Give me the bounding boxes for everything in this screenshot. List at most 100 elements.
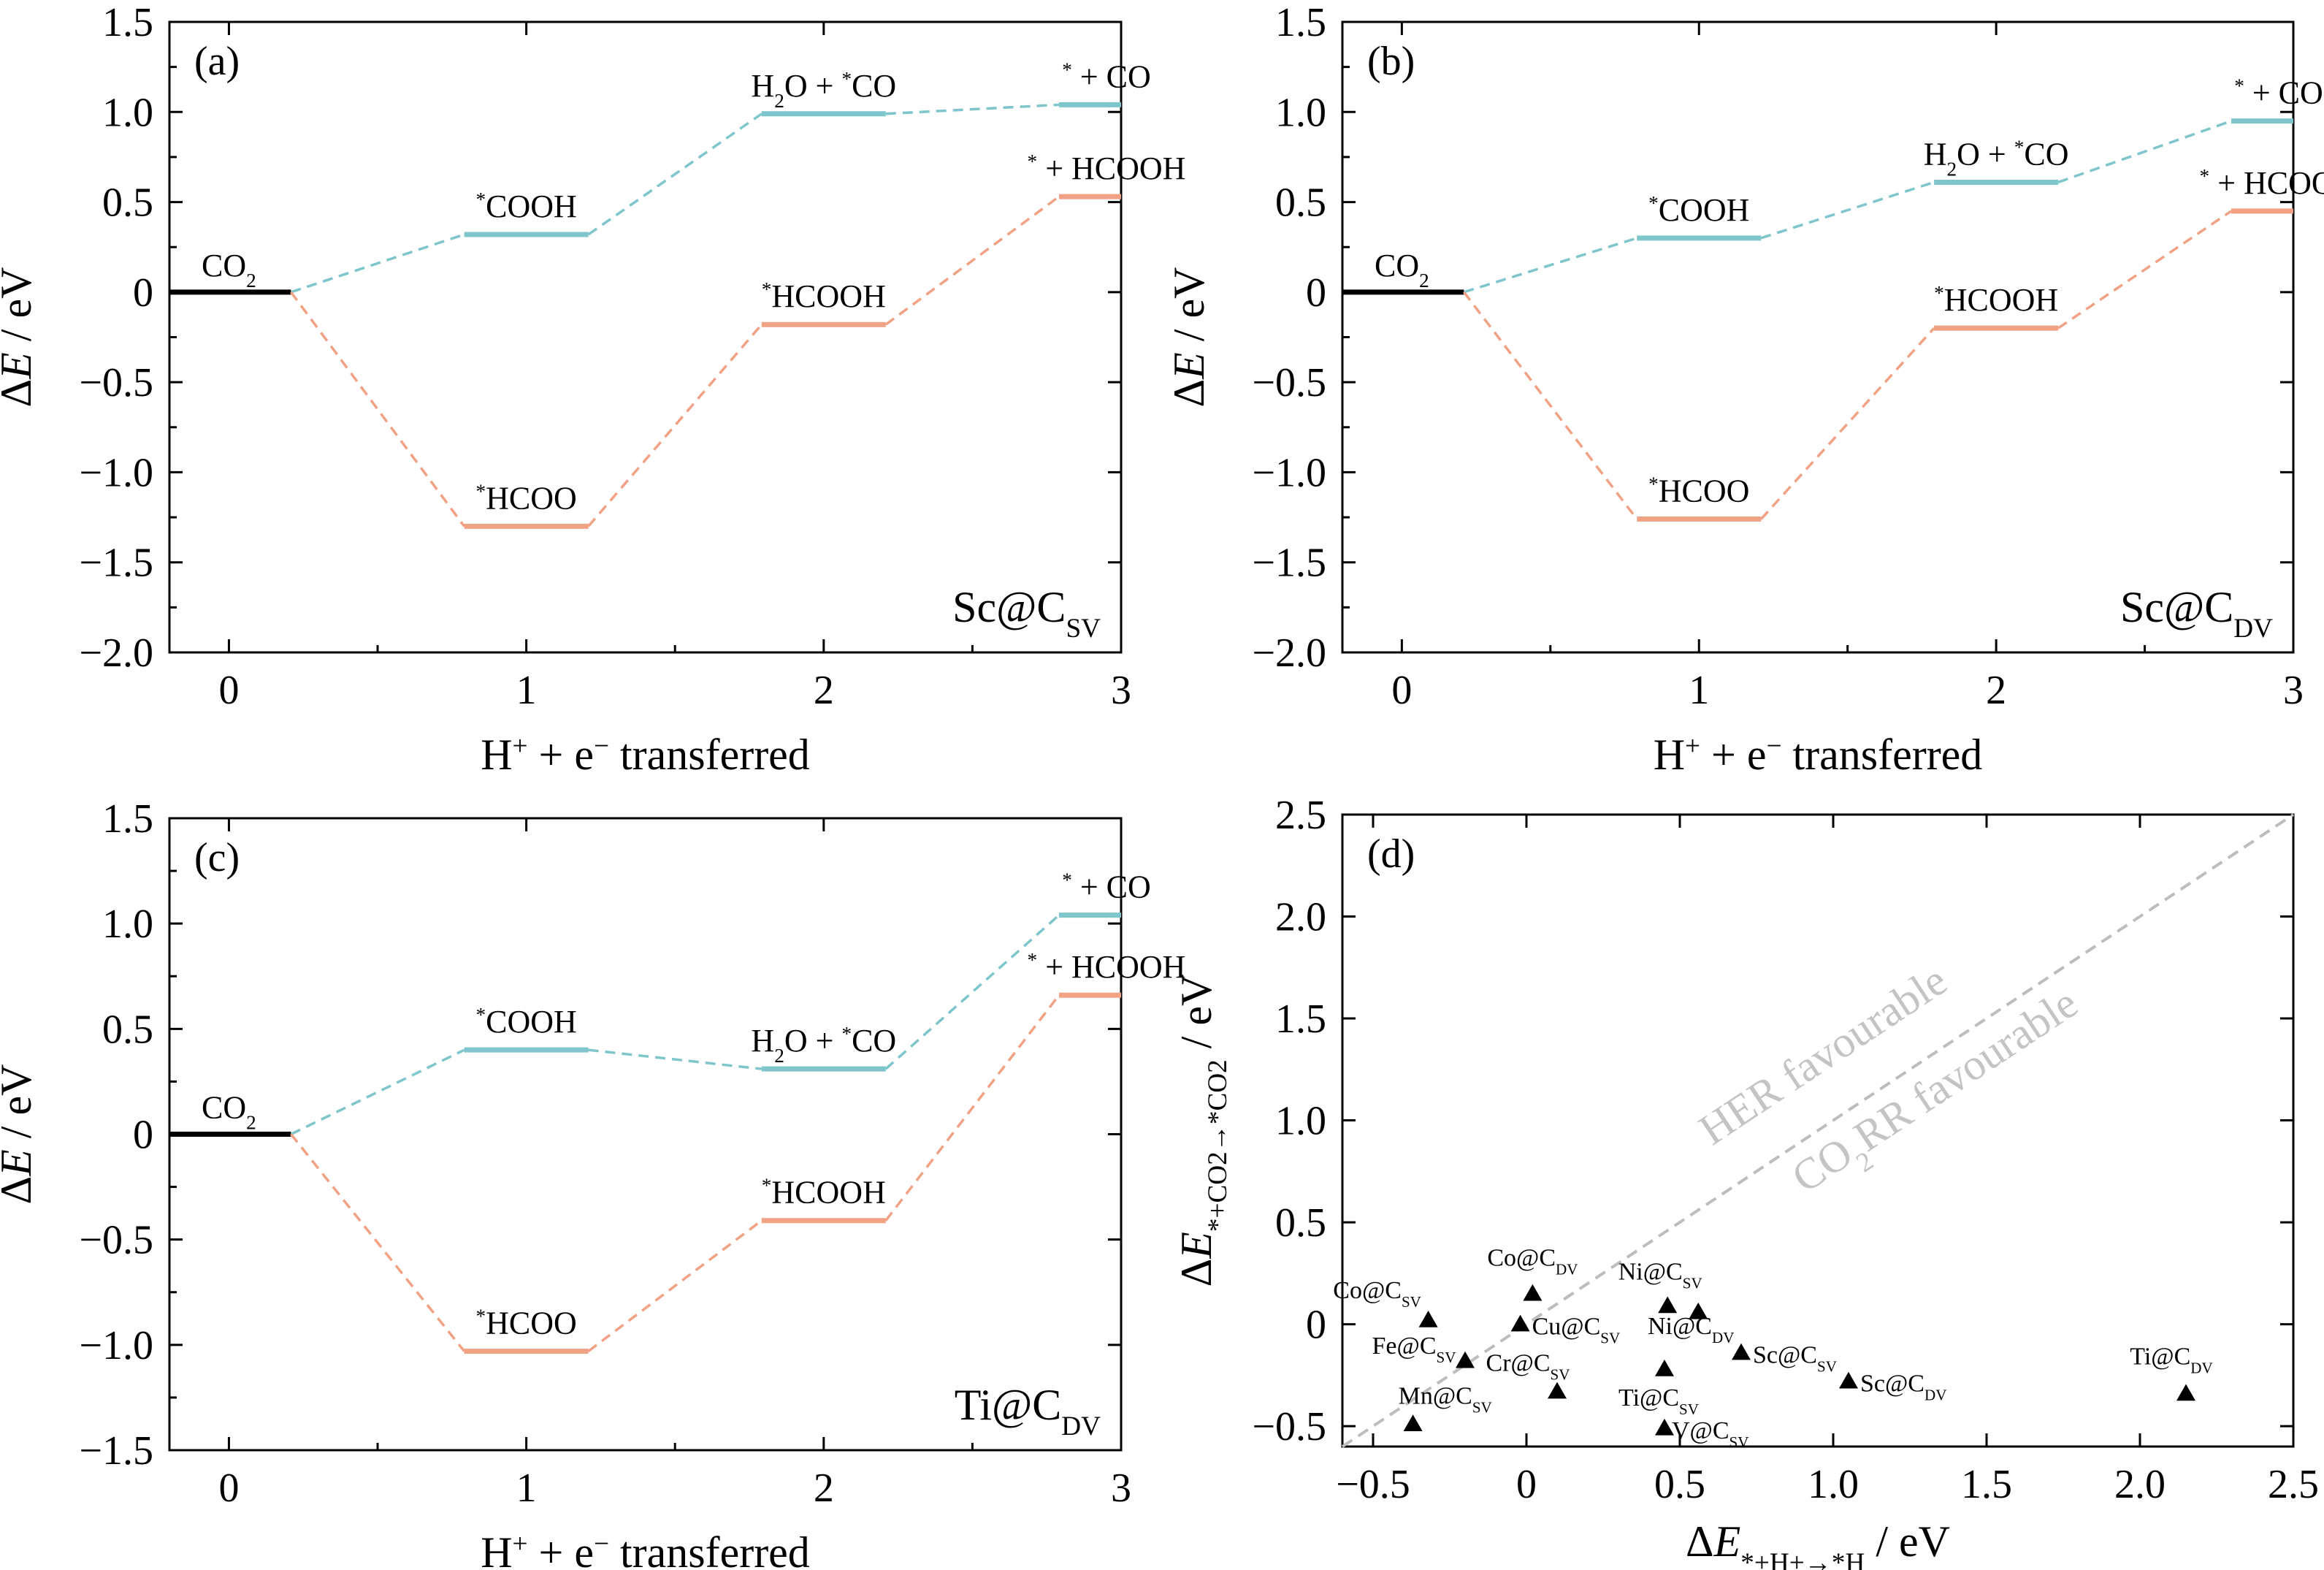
x-axis-label-part: H <box>481 1528 512 1570</box>
y-tick-label: 0.5 <box>1275 1200 1326 1246</box>
system-label: Ti@CDV <box>955 1381 1101 1441</box>
y-axis-label-part: E <box>0 352 40 380</box>
y-tick-label: 2.0 <box>1275 895 1326 940</box>
pathway-connector <box>587 1219 762 1352</box>
x-axis-label: ΔE*+H+→*H / eV <box>1686 1517 1950 1570</box>
y-tick-label-part: 1.5 <box>102 0 153 45</box>
state-label-part: HCOOH <box>771 1175 885 1211</box>
x-tick-label-part: 1.5 <box>1961 1462 2012 1507</box>
region-label-co2rr: CO2RR favourable <box>1784 978 2092 1212</box>
point-label-part: Ti@C <box>2130 1343 2190 1370</box>
system-label-part: SV <box>1066 614 1101 644</box>
y-tick-label: 0.5 <box>102 180 153 226</box>
point-label: Ni@CDV <box>1648 1313 1734 1346</box>
y-tick-label-part: 0.5 <box>102 1007 153 1052</box>
x-tick-label: 0 <box>218 668 239 713</box>
point-label-part: SV <box>1402 1293 1421 1311</box>
state-label-part: * <box>1028 150 1038 172</box>
x-tick-label: 1 <box>516 668 537 713</box>
state-label: *HCOO <box>475 480 576 516</box>
y-tick-label: 1.0 <box>102 902 153 947</box>
co2-label-part: CO <box>202 1090 246 1126</box>
y-axis-label-part: / eV <box>0 267 40 353</box>
data-point <box>1658 1296 1678 1314</box>
state-label-part: + CO <box>2244 75 2323 111</box>
state-label: H2O + *CO <box>1924 136 2069 180</box>
y-tick-label-part: −1.5 <box>1252 541 1326 586</box>
point-label-part: SV <box>1472 1398 1492 1416</box>
x-axis-label: H+ + e− transferred <box>1654 731 1983 779</box>
y-tick-label-part: −1.5 <box>79 1428 153 1474</box>
x-axis-label-part: + e <box>528 731 594 779</box>
y-axis-label-part: / eV <box>1165 267 1213 353</box>
data-point <box>1732 1343 1751 1360</box>
x-axis-label-part: transferred <box>609 731 810 779</box>
state-label: *HCOOH <box>762 278 886 314</box>
pathway-connector <box>885 103 1060 115</box>
system-label-part: DV <box>1061 1411 1101 1441</box>
data-point <box>1510 1314 1530 1332</box>
y-tick-label: −1.0 <box>1252 450 1326 495</box>
state-label-part: * <box>475 1004 486 1026</box>
x-axis-label-part: H <box>481 731 512 779</box>
panel-label: (d) <box>1367 831 1415 877</box>
state-label-part: + HCOOH <box>1037 949 1185 985</box>
x-tick-label-part: 0.5 <box>1654 1462 1705 1507</box>
point-label-part: Ni@C <box>1648 1313 1712 1340</box>
state-label: * + HCOOH <box>1028 150 1186 186</box>
y-tick-label-part: 2.0 <box>1275 895 1326 940</box>
state-label: H2O + *CO <box>751 1023 896 1067</box>
state-label-part: 2 <box>774 1045 784 1067</box>
y-tick-label-part: 0.5 <box>102 180 153 226</box>
co2-label: CO2 <box>202 1090 256 1134</box>
pathway-connector <box>587 324 763 527</box>
x-tick-label-part: 3 <box>1111 668 1131 713</box>
y-axis-label-part: E <box>1172 1232 1220 1260</box>
point-label-part: SV <box>1551 1366 1570 1384</box>
x-axis-label-part: + <box>513 731 528 761</box>
state-label-part: H <box>751 68 774 104</box>
state-label-part: * <box>762 1175 772 1197</box>
x-axis-label-part: + e <box>1700 731 1766 779</box>
x-axis-label-part: + e <box>528 1528 594 1570</box>
y-tick-label-part: −1.0 <box>79 450 153 495</box>
x-tick-label: 3 <box>2283 668 2304 713</box>
state-label-part: O + <box>784 1023 842 1059</box>
x-tick-label: 1 <box>1689 668 1709 713</box>
state-label-part: * <box>1648 473 1659 495</box>
point-label-part: Co@C <box>1487 1245 1556 1272</box>
x-tick-label: 1.0 <box>1808 1462 1859 1507</box>
x-tick-label: 2 <box>1986 668 2006 713</box>
x-tick-label: 2 <box>814 668 834 713</box>
pathway-connector <box>290 1133 465 1352</box>
y-tick-label: 1.5 <box>102 0 153 45</box>
co2-label-part: CO <box>202 248 246 283</box>
x-tick-label-part: −0.5 <box>1336 1462 1410 1507</box>
x-axis-label: H+ + e− transferred <box>481 1528 810 1570</box>
state-label-part: COOH <box>486 1004 577 1040</box>
point-label-part: SV <box>1600 1330 1620 1347</box>
x-tick-label: 2.5 <box>2268 1462 2319 1507</box>
y-tick-label: −1.0 <box>79 450 153 495</box>
scatter-panel: −0.5 0 0.5 1.0 1.5 2.0 2.5 −0.5 0 0.5 1.0 1.5 2.0 2.5… <box>1172 793 2319 1570</box>
y-tick-label-part: 0 <box>133 1113 153 1158</box>
point-label: Fe@CSV <box>1372 1333 1456 1366</box>
x-tick-label-part: 2 <box>1986 668 2006 713</box>
y-tick-label: −0.5 <box>79 1218 153 1263</box>
y-tick-label-part: 1.5 <box>1275 0 1326 45</box>
pathway-connector <box>884 914 1060 1070</box>
point-label: Mn@CSV <box>1399 1382 1492 1416</box>
energy-panel-0: −2.0−1.5−1.0−0.500.51.01.50 1 2 3CO2*COOHH2… <box>0 0 1185 779</box>
point-label-part: Mn@C <box>1399 1382 1472 1409</box>
x-tick-label-part: 3 <box>2283 668 2304 713</box>
state-label-part: * <box>841 1023 852 1045</box>
y-tick-label-part: −0.5 <box>79 360 153 405</box>
x-axis-label-part: transferred <box>609 1528 810 1570</box>
point-label-part: SV <box>1817 1358 1837 1376</box>
state-label-part: H <box>751 1023 774 1059</box>
y-axis-label-part: Δ <box>1172 1259 1220 1287</box>
data-point <box>1655 1359 1674 1376</box>
x-tick-label-part: 1 <box>516 1466 537 1511</box>
x-tick-label: 3 <box>1111 1466 1131 1511</box>
